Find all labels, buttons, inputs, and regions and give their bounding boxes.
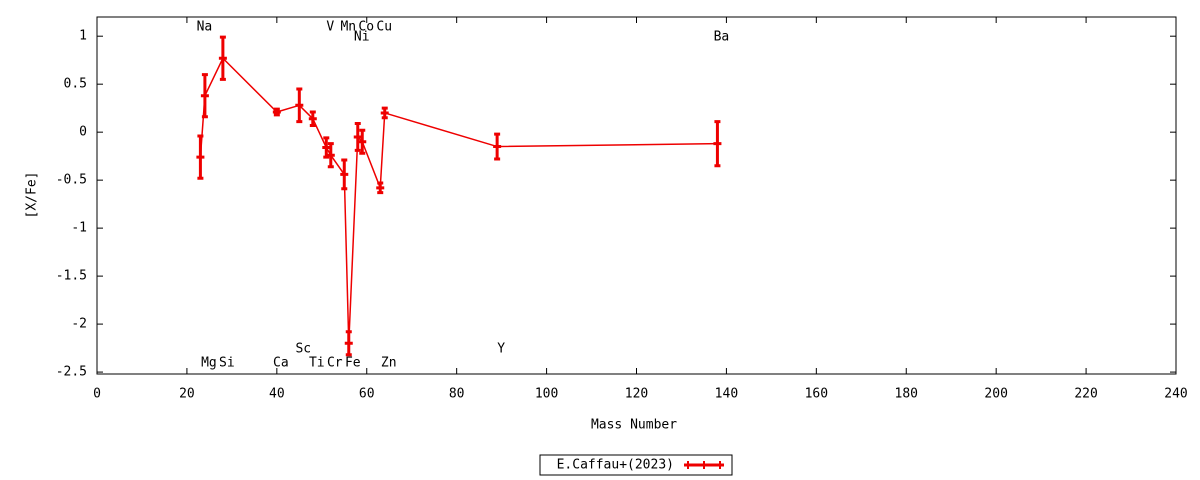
y-axis-label: [X/Fe]	[25, 172, 40, 219]
y-tick-label: 0	[79, 125, 87, 140]
element-label: Ca	[273, 356, 289, 371]
element-label: V	[326, 20, 334, 35]
y-tick-label: 1	[79, 29, 87, 44]
element-label: Si	[219, 356, 235, 371]
error-bar	[200, 73, 209, 119]
element-label: Ni	[354, 30, 370, 45]
element-label: Na	[197, 20, 213, 35]
legend-label: E.Caffau+(2023)	[557, 458, 674, 473]
x-tick-label: 220	[1074, 387, 1097, 402]
error-bar	[322, 136, 331, 159]
element-label: Sc	[295, 342, 311, 357]
error-bar	[353, 122, 362, 152]
error-bar	[196, 134, 205, 180]
element-label: Cu	[376, 20, 392, 35]
y-tick-label: -2.5	[56, 365, 87, 380]
x-tick-label: 40	[269, 387, 285, 402]
error-bar	[380, 106, 389, 120]
y-tick-label: -2	[71, 317, 87, 332]
element-label: Mg	[201, 356, 217, 371]
x-tick-label: 120	[625, 387, 648, 402]
element-label: Co	[358, 20, 374, 35]
element-label: Y	[497, 342, 505, 357]
element-label: Zn	[381, 356, 397, 371]
error-bar	[344, 330, 353, 357]
x-tick-label: 160	[805, 387, 828, 402]
error-bar	[272, 107, 281, 117]
x-tick-label: 60	[359, 387, 375, 402]
error-bar	[218, 35, 227, 81]
error-bar	[340, 158, 349, 191]
x-tick-label: 240	[1164, 387, 1187, 402]
legend-box	[539, 454, 733, 476]
element-label: Mn	[340, 20, 356, 35]
element-label: Ba	[714, 30, 730, 45]
y-tick-label: 0.5	[64, 77, 87, 92]
x-tick-label: 0	[93, 387, 101, 402]
y-tick-label: -1.5	[56, 269, 87, 284]
error-bar	[295, 87, 304, 124]
error-bar	[376, 181, 385, 195]
x-tick-label: 20	[179, 387, 195, 402]
error-bar	[713, 120, 722, 168]
element-label: Ti	[309, 356, 325, 371]
element-label: Fe	[345, 356, 361, 371]
error-bar	[358, 128, 367, 155]
element-label: Cr	[327, 356, 343, 371]
error-bar	[493, 132, 502, 161]
y-tick-label: -1	[71, 221, 87, 236]
x-tick-label: 180	[895, 387, 918, 402]
x-tick-label: 140	[715, 387, 738, 402]
series-line	[199, 56, 718, 344]
plot-frame	[96, 16, 1177, 375]
y-tick-label: -0.5	[56, 173, 87, 188]
error-bar	[326, 142, 335, 169]
x-tick-label: 80	[449, 387, 465, 402]
x-tick-label: 200	[984, 387, 1007, 402]
x-tick-label: 100	[535, 387, 558, 402]
x-axis-label: Mass Number	[591, 418, 677, 433]
error-bar	[308, 110, 317, 127]
